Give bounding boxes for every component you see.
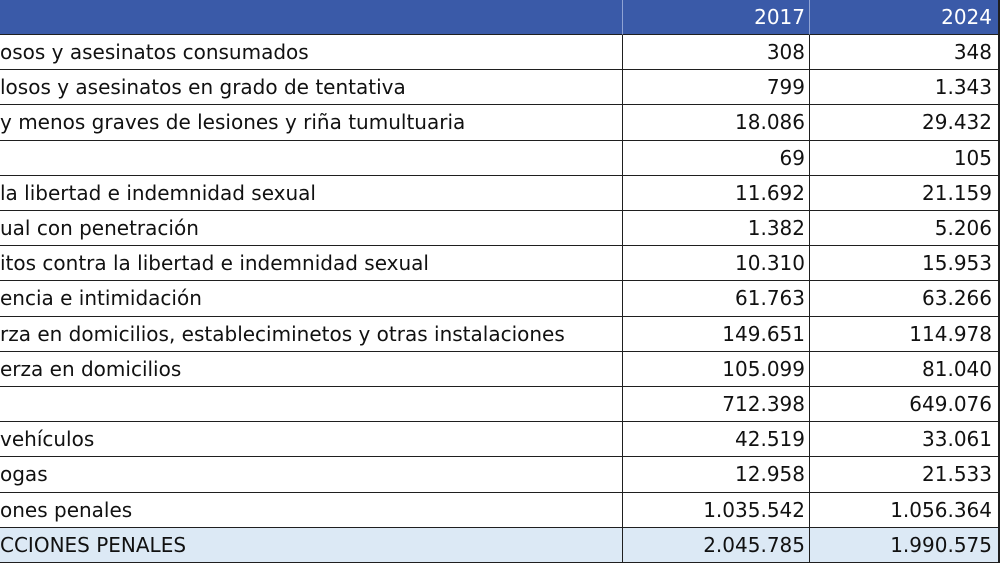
value-2024: 63.266 (810, 281, 1000, 317)
table-row: la libertad e indemnidad sexual 11.692 21.… (0, 175, 1000, 211)
value-2017: 12.958 (623, 457, 810, 493)
value-2024: 1.990.575 (810, 527, 1000, 563)
value-2024: 348 (810, 35, 1000, 71)
value-2017: 1.035.542 (623, 492, 810, 528)
value-2017: 712.398 (623, 387, 810, 423)
row-label-cell: itos contra la libertad e indemnidad sex… (0, 246, 623, 282)
table-row: ual con penetración 1.382 5.206 (0, 211, 1000, 247)
row-label-cell: rza en domicilios, estableciminetos y ot… (0, 316, 623, 352)
value-2024: 5.206 (810, 211, 1000, 247)
table-header-row: 2017 2024 (0, 0, 1000, 35)
header-2017: 2017 (623, 0, 810, 35)
row-label-cell: osos y asesinatos consumados (0, 35, 623, 71)
table-row: y menos graves de lesiones y riña tumult… (0, 105, 1000, 141)
row-label: ones penales (0, 497, 133, 522)
table-row: losos y asesinatos en grado de tentativa… (0, 70, 1000, 106)
table-row: ones penales 1.035.542 1.056.364 (0, 492, 1000, 528)
value-2017: 61.763 (623, 281, 810, 317)
value-2024: 21.533 (810, 457, 1000, 493)
value-2024: 649.076 (810, 387, 1000, 423)
table-row: ogas 12.958 21.533 (0, 457, 1000, 493)
table-row: erza en domicilios 105.099 81.040 (0, 351, 1000, 387)
value-2017: 149.651 (623, 316, 810, 352)
value-2017: 42.519 (623, 422, 810, 458)
row-label: ual con penetración (0, 216, 199, 241)
row-label-cell: erza en domicilios (0, 351, 623, 387)
row-label: osos y asesinatos consumados (0, 40, 309, 65)
value-2017: 11.692 (623, 175, 810, 211)
row-label-cell: ogas (0, 457, 623, 493)
row-label: ogas (0, 462, 48, 487)
value-2017: 69 (623, 140, 810, 176)
row-label: erza en domicilios (0, 356, 182, 381)
row-label-cell: CCIONES PENALES (0, 527, 623, 563)
table-row: vehículos 42.519 33.061 (0, 422, 1000, 458)
row-label: vehículos (0, 427, 95, 452)
value-2024: 81.040 (810, 351, 1000, 387)
row-label-cell: y menos graves de lesiones y riña tumult… (0, 105, 623, 141)
header-label-cell (0, 0, 623, 35)
value-2024: 29.432 (810, 105, 1000, 141)
value-2017: 799 (623, 70, 810, 106)
row-label-cell: losos y asesinatos en grado de tentativa (0, 70, 623, 106)
row-label-cell: ones penales (0, 492, 623, 528)
value-2017: 1.382 (623, 211, 810, 247)
value-2017: 105.099 (623, 351, 810, 387)
value-2017: 308 (623, 35, 810, 71)
row-label: CCIONES PENALES (0, 532, 187, 557)
value-2017: 18.086 (623, 105, 810, 141)
row-label: losos y asesinatos en grado de tentativa (0, 75, 406, 100)
value-2024: 105 (810, 140, 1000, 176)
value-2017: 2.045.785 (623, 527, 810, 563)
table-row: 712.398 649.076 (0, 387, 1000, 423)
row-label-cell (0, 387, 623, 423)
table-row: osos y asesinatos consumados 308 348 (0, 35, 1000, 71)
table-row: encia e intimidación 61.763 63.266 (0, 281, 1000, 317)
row-label: encia e intimidación (0, 286, 202, 311)
value-2024: 1.056.364 (810, 492, 1000, 528)
row-label-cell: la libertad e indemnidad sexual (0, 175, 623, 211)
value-2024: 15.953 (810, 246, 1000, 282)
value-2017: 10.310 (623, 246, 810, 282)
row-label-cell: vehículos (0, 422, 623, 458)
value-2024: 21.159 (810, 175, 1000, 211)
table-row: 69 105 (0, 140, 1000, 176)
table-row: rza en domicilios, estableciminetos y ot… (0, 316, 1000, 352)
row-label-cell: encia e intimidación (0, 281, 623, 317)
table-row: itos contra la libertad e indemnidad sex… (0, 246, 1000, 282)
row-label-cell: ual con penetración (0, 211, 623, 247)
row-label: y menos graves de lesiones y riña tumult… (0, 110, 466, 135)
header-2024: 2024 (810, 0, 1000, 35)
row-label: la libertad e indemnidad sexual (0, 180, 316, 205)
row-label: itos contra la libertad e indemnidad sex… (0, 251, 429, 276)
value-2024: 114.978 (810, 316, 1000, 352)
row-label-cell (0, 140, 623, 176)
value-2024: 33.061 (810, 422, 1000, 458)
row-label: rza en domicilios, estableciminetos y ot… (0, 321, 565, 346)
table-total-row: CCIONES PENALES 2.045.785 1.990.575 (0, 527, 1000, 563)
value-2024: 1.343 (810, 70, 1000, 106)
